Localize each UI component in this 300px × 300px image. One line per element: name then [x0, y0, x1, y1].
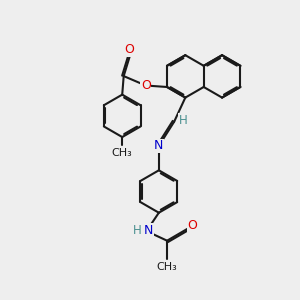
- Text: H: H: [178, 114, 188, 127]
- Text: O: O: [124, 43, 134, 56]
- Text: CH₃: CH₃: [112, 148, 133, 158]
- Text: O: O: [188, 220, 197, 232]
- Text: O: O: [141, 79, 151, 92]
- Text: CH₃: CH₃: [157, 262, 178, 272]
- Text: N: N: [144, 224, 153, 237]
- Text: N: N: [154, 140, 164, 152]
- Text: H: H: [133, 224, 142, 237]
